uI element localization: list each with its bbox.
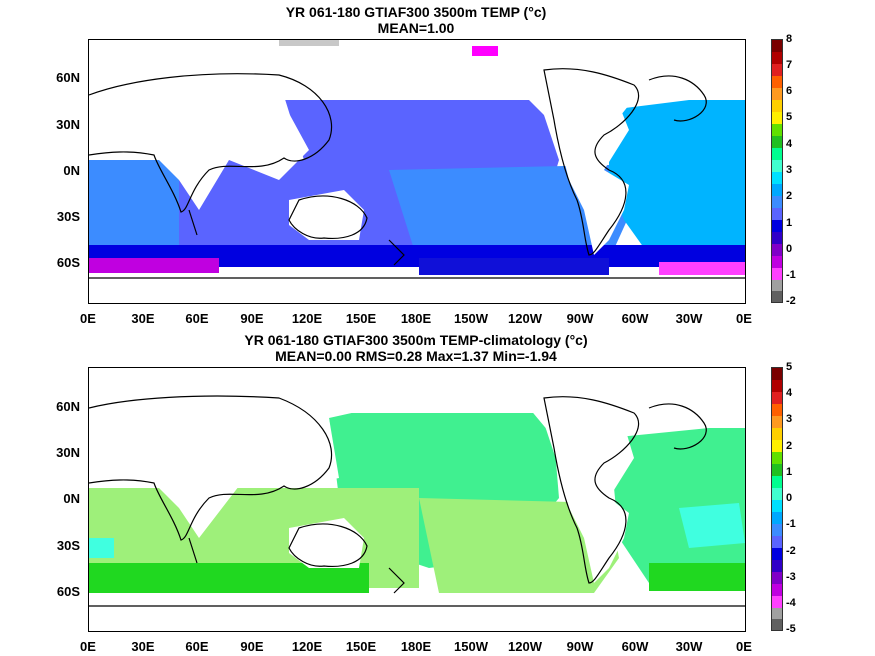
panel1-lon-label: 30E	[131, 311, 155, 326]
panel1-colorbar-tick: 3	[786, 164, 793, 176]
panel1-colorbar-tick: 8	[786, 33, 793, 45]
panel2-lat-30n: 30N	[56, 445, 80, 460]
north-land-mask	[89, 368, 745, 413]
australia-mask	[289, 190, 364, 240]
australia-mask	[289, 518, 364, 568]
atlantic-cyan-patch	[679, 503, 745, 548]
panel2-subtitle: MEAN=0.00 RMS=0.28 Max=1.37 Min=-1.94	[275, 348, 557, 364]
panel2-lat-60n: 60N	[56, 399, 80, 414]
panel1-lat-0n: 0N	[63, 163, 80, 178]
panel2-lon-label: 30W	[675, 639, 703, 654]
panel2-colorbar	[771, 367, 783, 631]
panel1-title: YR 061-180 GTIAF300 3500m TEMP (°c)	[285, 4, 547, 20]
americas-mask	[539, 408, 634, 583]
panel1-colorbar-tick: 5	[786, 111, 793, 123]
weddell-violet	[89, 258, 219, 273]
panel1-lon-label: 90W	[566, 311, 594, 326]
panel2-map	[88, 367, 746, 632]
weddell-violet-east	[659, 262, 745, 278]
panel1-subtitle: MEAN=1.00	[377, 20, 455, 36]
southern-green-east	[649, 563, 745, 591]
southern-blue-band	[419, 258, 609, 278]
panel2-lon-label: 60W	[621, 639, 649, 654]
panel2-colorbar-tick: 5	[786, 361, 793, 373]
panel1-lat-30s: 30S	[56, 209, 80, 224]
antarctica	[89, 603, 745, 631]
panel2-lon-label: 150E	[345, 639, 377, 654]
panel1-lon-label: 90E	[240, 311, 264, 326]
panel2-colorbar-tick: 2	[786, 440, 793, 452]
panel1-lon-label: 120E	[291, 311, 323, 326]
panel2-colorbar-tick: -5	[786, 623, 796, 635]
panel2-lat-0n: 0N	[63, 491, 80, 506]
panel2-colorbar-tick: -2	[786, 545, 796, 557]
panel1-colorbar-tick: -1	[786, 269, 796, 281]
panel2-lat-60s: 60S	[56, 584, 80, 599]
panel2-colorbar-tick: 4	[786, 387, 793, 399]
panel1-lat-30n: 30N	[56, 117, 80, 132]
panel2-colorbar-tick: 1	[786, 466, 793, 478]
panel1-lat-60s: 60S	[56, 255, 80, 270]
panel2-colorbar-tick: 3	[786, 413, 793, 425]
arctic-gray	[279, 40, 339, 46]
panel1-lon-label: 60E	[185, 311, 209, 326]
south-pacific-anomaly	[419, 498, 619, 593]
arctic-magenta	[472, 46, 498, 56]
panel2-lon-label: 90W	[566, 639, 594, 654]
europe-africa-asia-mask	[89, 413, 339, 538]
panel1-colorbar-tick: 6	[786, 85, 793, 97]
panel1-map	[88, 39, 746, 304]
panel1-lat-60n: 60N	[56, 70, 80, 85]
north-america-mask	[489, 55, 649, 130]
panel2-lon-label: 120W	[508, 639, 542, 654]
panel1-lon-label: 0E	[736, 311, 752, 326]
panel2-lon-label: 30E	[131, 639, 155, 654]
coastlines	[89, 395, 745, 607]
atlantic-anomaly-field	[609, 428, 745, 588]
panel1-colorbar-tick: 4	[786, 138, 793, 150]
panel1-lon-label: 150W	[454, 311, 488, 326]
cyan-west	[89, 538, 114, 558]
atlantic-field	[609, 95, 745, 255]
panel1-colorbar-tick: 0	[786, 243, 793, 255]
panel2-lon-label: 120E	[291, 639, 323, 654]
panel2-lon-label: 0E	[80, 639, 96, 654]
panel2-colorbar-tick: -4	[786, 597, 796, 609]
panel1-lon-label: 30W	[675, 311, 703, 326]
indian-west-field	[89, 160, 179, 255]
panel2-colorbar-tick: -1	[786, 518, 796, 530]
panel2-lon-label: 180E	[400, 639, 432, 654]
panel1-lon-label: 180E	[400, 311, 432, 326]
europe-africa-asia-mask	[89, 95, 309, 210]
coastlines	[89, 68, 745, 279]
panel2-title: YR 061-180 GTIAF300 3500m TEMP-climatolo…	[244, 332, 588, 348]
panel2-lon-label: 0E	[736, 639, 752, 654]
panel1-lon-label: 0E	[80, 311, 96, 326]
antarctica	[89, 275, 745, 303]
panel2-lat-30s: 30S	[56, 538, 80, 553]
panel1-colorbar-tick: 1	[786, 217, 793, 229]
north-land-mask	[89, 40, 745, 100]
panel1-lon-label: 60W	[621, 311, 649, 326]
panel2-colorbar-tick: -3	[786, 571, 796, 583]
panel1-colorbar-tick: 2	[786, 190, 793, 202]
panel2-lon-label: 150W	[454, 639, 488, 654]
panel1-colorbar-tick: 7	[786, 59, 793, 71]
panel2-colorbar-tick: 0	[786, 492, 793, 504]
panel2-lon-label: 60E	[185, 639, 209, 654]
panel1-colorbar	[771, 39, 783, 303]
panel1-lon-label: 150E	[345, 311, 377, 326]
panel2-lon-label: 90E	[240, 639, 264, 654]
panel1-colorbar-tick: -2	[786, 295, 796, 307]
panel1-lon-label: 120W	[508, 311, 542, 326]
